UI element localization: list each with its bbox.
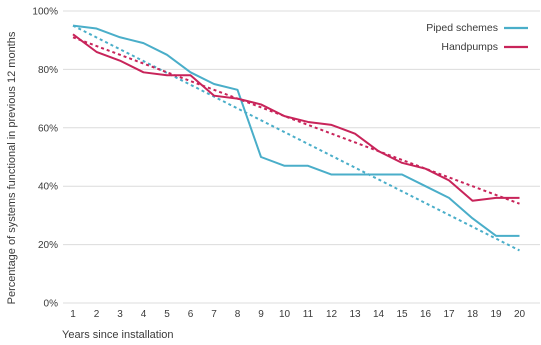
y-tick-label: 0% <box>44 299 59 310</box>
y-tick-label: 80% <box>38 65 58 76</box>
x-axis-title: Years since installation <box>62 329 174 341</box>
x-axis-ticks: 1 2 3 4 5 6 7 8 9 10 11 12 13 14 15 16 17 18 19 20 <box>70 309 525 320</box>
x-tick-label: 17 <box>443 309 455 320</box>
x-tick-label: 19 <box>490 309 502 320</box>
y-tick-label: 100% <box>32 7 58 18</box>
x-tick-label: 5 <box>164 309 170 320</box>
x-tick-label: 1 <box>70 309 76 320</box>
trendline-piped-schemes <box>72 24 520 252</box>
x-tick-label: 10 <box>279 309 291 320</box>
x-tick-label: 16 <box>420 309 432 320</box>
x-tick-label: 3 <box>117 309 123 320</box>
x-tick-label: 8 <box>235 309 241 320</box>
x-tick-label: 6 <box>188 309 194 320</box>
x-tick-label: 15 <box>396 309 408 320</box>
y-tick-label: 40% <box>38 182 58 193</box>
x-tick-label: 13 <box>349 309 361 320</box>
y-axis-ticks: 0% 20% 40% 60% 80% 100% <box>32 7 58 310</box>
legend: Piped schemes Handpumps <box>426 22 528 53</box>
x-tick-label: 7 <box>211 309 217 320</box>
series-lines <box>72 24 520 252</box>
y-tick-label: 20% <box>38 240 58 251</box>
x-tick-label: 20 <box>514 309 526 320</box>
x-tick-label: 12 <box>326 309 338 320</box>
legend-label-piped-schemes: Piped schemes <box>426 22 498 34</box>
series-line-handpumps <box>72 33 520 202</box>
y-tick-label: 60% <box>38 123 58 134</box>
x-tick-label: 2 <box>94 309 100 320</box>
gridlines <box>63 10 540 304</box>
series-line-piped-schemes <box>72 24 520 237</box>
trendline-handpumps <box>72 36 520 205</box>
x-tick-label: 14 <box>373 309 385 320</box>
x-tick-label: 4 <box>141 309 147 320</box>
legend-label-handpumps: Handpumps <box>441 41 498 53</box>
x-tick-label: 11 <box>303 309 314 320</box>
y-axis-title: Percentage of systems functional in prev… <box>6 31 18 304</box>
x-tick-label: 18 <box>467 309 479 320</box>
x-tick-label: 9 <box>258 309 264 320</box>
